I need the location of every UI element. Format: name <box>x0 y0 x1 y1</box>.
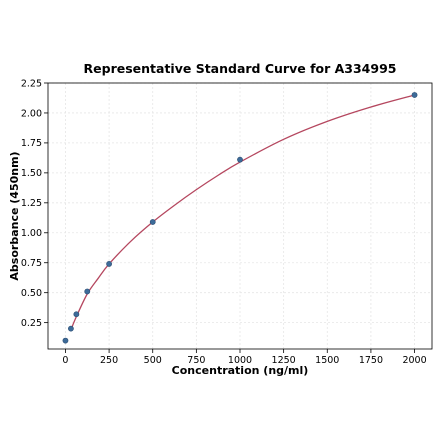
chart-title: Representative Standard Curve for A33499… <box>84 61 397 76</box>
x-tick-label: 2000 <box>402 355 426 366</box>
y-tick-label: 2.00 <box>21 108 42 119</box>
data-point <box>106 261 112 267</box>
x-tick-label: 1500 <box>315 355 339 366</box>
x-tick-label: 0 <box>62 355 68 366</box>
y-tick-label: 1.50 <box>21 168 42 179</box>
x-tick-label: 500 <box>144 355 162 366</box>
x-tick-label: 250 <box>100 355 118 366</box>
y-tick-label: 2.25 <box>21 78 42 89</box>
data-point <box>62 337 69 344</box>
y-tick-label: 1.00 <box>21 228 42 239</box>
x-tick-label: 1250 <box>272 355 296 366</box>
fit-curve-line <box>70 94 415 331</box>
x-axis-ticks: 0 250 500 750 1000 1250 1500 1750 2000 <box>62 349 427 366</box>
x-axis-label: Concentration (ng/ml) <box>172 364 309 377</box>
data-point <box>237 156 243 163</box>
data-points-layer <box>62 92 418 344</box>
grid-layer <box>48 82 432 349</box>
y-tick-label: 1.75 <box>21 138 42 149</box>
y-tick-label: 1.25 <box>21 198 42 209</box>
data-point <box>411 92 418 98</box>
y-axis-label: Absorbance (450nm) <box>8 151 21 280</box>
data-point <box>73 311 80 318</box>
y-tick-label: 0.25 <box>21 318 42 329</box>
x-tick-label: 1750 <box>359 355 383 366</box>
y-tick-label: 0.50 <box>21 288 42 299</box>
data-point <box>68 325 74 332</box>
fit-curve-layer <box>70 94 415 331</box>
x-tick-label: 750 <box>187 355 205 366</box>
data-point <box>84 288 91 295</box>
y-tick-label: 0.75 <box>21 258 42 269</box>
x-tick-label: 1000 <box>228 355 252 366</box>
data-point <box>149 219 156 225</box>
y-axis-ticks: 0.25 0.50 0.75 1.00 1.25 1.50 1.75 2.00 2.25 <box>21 78 48 329</box>
